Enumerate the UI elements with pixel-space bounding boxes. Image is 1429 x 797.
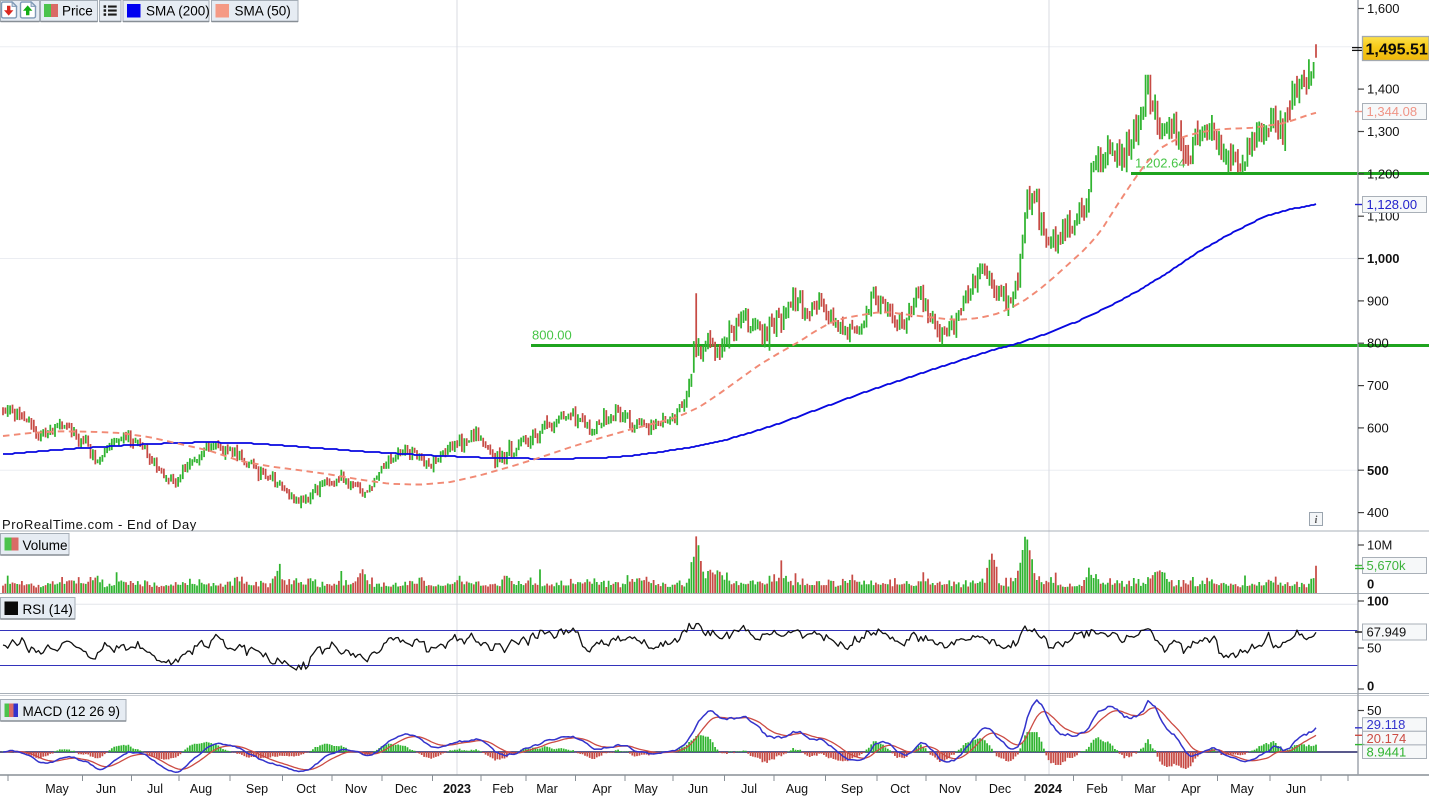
svg-text:i: i [1315, 515, 1318, 526]
svg-text:1,400: 1,400 [1367, 82, 1400, 97]
svg-text:29.118: 29.118 [1367, 717, 1406, 732]
svg-text:0: 0 [1367, 679, 1374, 694]
svg-text:SMA (50): SMA (50) [235, 4, 291, 19]
svg-text:900: 900 [1367, 293, 1389, 308]
svg-text:1,200: 1,200 [1367, 166, 1400, 181]
svg-text:20.174: 20.174 [1367, 731, 1407, 746]
svg-text:2023: 2023 [443, 782, 471, 796]
svg-text:Dec: Dec [395, 782, 417, 796]
svg-text:1,300: 1,300 [1367, 124, 1400, 139]
svg-text:May: May [45, 782, 69, 796]
svg-text:Jun: Jun [96, 782, 116, 796]
svg-text:Feb: Feb [492, 782, 514, 796]
svg-text:1,202.64: 1,202.64 [1135, 156, 1186, 171]
svg-text:Sep: Sep [246, 782, 268, 796]
svg-text:500: 500 [1367, 463, 1389, 478]
svg-text:ProRealTime.com - End of Day: ProRealTime.com - End of Day [2, 517, 197, 532]
svg-text:RSI (14): RSI (14) [23, 602, 73, 617]
svg-text:Mar: Mar [536, 782, 558, 796]
svg-text:SMA (200): SMA (200) [146, 4, 210, 19]
svg-text:Sep: Sep [841, 782, 863, 796]
svg-text:10M: 10M [1367, 538, 1392, 553]
svg-text:50: 50 [1367, 641, 1381, 656]
svg-text:Jul: Jul [147, 782, 163, 796]
svg-text:Jun: Jun [688, 782, 708, 796]
svg-text:Aug: Aug [190, 782, 212, 796]
svg-text:May: May [634, 782, 658, 796]
svg-text:Price: Price [62, 4, 93, 19]
svg-text:8.9441: 8.9441 [1367, 744, 1407, 759]
svg-text:0: 0 [1367, 577, 1374, 592]
svg-text:Volume: Volume [23, 538, 68, 553]
svg-text:5,670k: 5,670k [1367, 558, 1407, 573]
svg-text:Jul: Jul [741, 782, 757, 796]
svg-text:Dec: Dec [989, 782, 1011, 796]
svg-text:1,600: 1,600 [1367, 1, 1400, 16]
svg-text:600: 600 [1367, 420, 1389, 435]
svg-text:400: 400 [1367, 505, 1389, 520]
svg-text:Oct: Oct [296, 782, 316, 796]
svg-text:MACD (12 26 9): MACD (12 26 9) [23, 704, 121, 719]
svg-text:2024: 2024 [1034, 782, 1062, 796]
svg-text:700: 700 [1367, 378, 1389, 393]
svg-text:100: 100 [1367, 594, 1389, 609]
svg-text:50: 50 [1367, 703, 1381, 718]
svg-text:Nov: Nov [939, 782, 962, 796]
svg-text:Apr: Apr [1181, 782, 1200, 796]
svg-text:Aug: Aug [786, 782, 808, 796]
svg-text:Jun: Jun [1286, 782, 1306, 796]
svg-text:Mar: Mar [1134, 782, 1156, 796]
svg-text:Nov: Nov [345, 782, 368, 796]
svg-text:67.949: 67.949 [1367, 625, 1407, 640]
svg-text:800.00: 800.00 [532, 328, 572, 343]
svg-text:May: May [1230, 782, 1254, 796]
svg-text:1,495.51: 1,495.51 [1366, 42, 1428, 59]
svg-text:Apr: Apr [592, 782, 611, 796]
svg-text:1,000: 1,000 [1367, 251, 1400, 266]
svg-text:Feb: Feb [1086, 782, 1108, 796]
svg-text:1,344.08: 1,344.08 [1367, 104, 1418, 119]
svg-text:Oct: Oct [890, 782, 910, 796]
svg-text:1,128.00: 1,128.00 [1367, 197, 1418, 212]
svg-text:800: 800 [1367, 336, 1389, 351]
